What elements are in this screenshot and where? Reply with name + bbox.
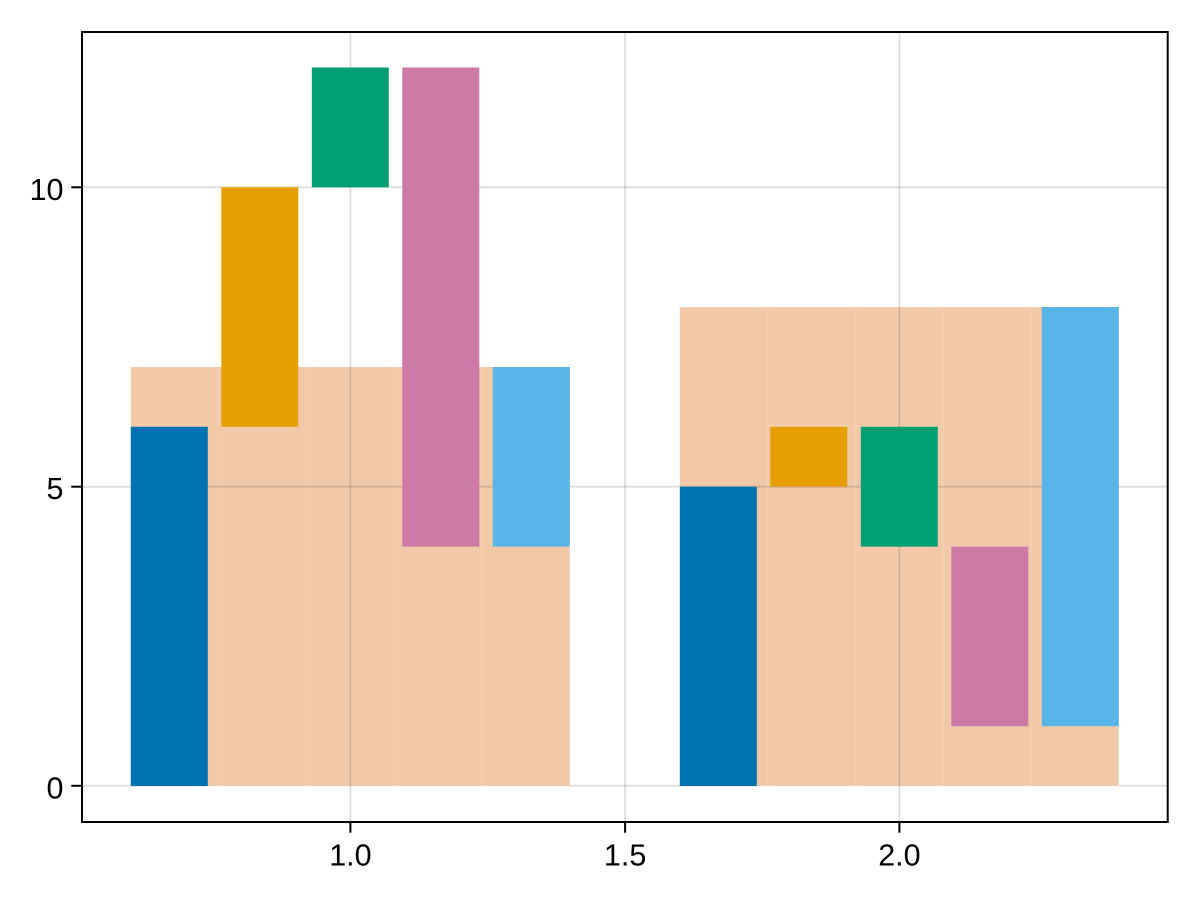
svg-text:5: 5: [47, 472, 64, 506]
svg-text:0: 0: [47, 771, 64, 805]
svg-text:10: 10: [30, 173, 64, 207]
svg-text:1.5: 1.5: [604, 839, 646, 873]
svg-text:1.0: 1.0: [329, 839, 371, 873]
svg-text:2.0: 2.0: [878, 839, 920, 873]
